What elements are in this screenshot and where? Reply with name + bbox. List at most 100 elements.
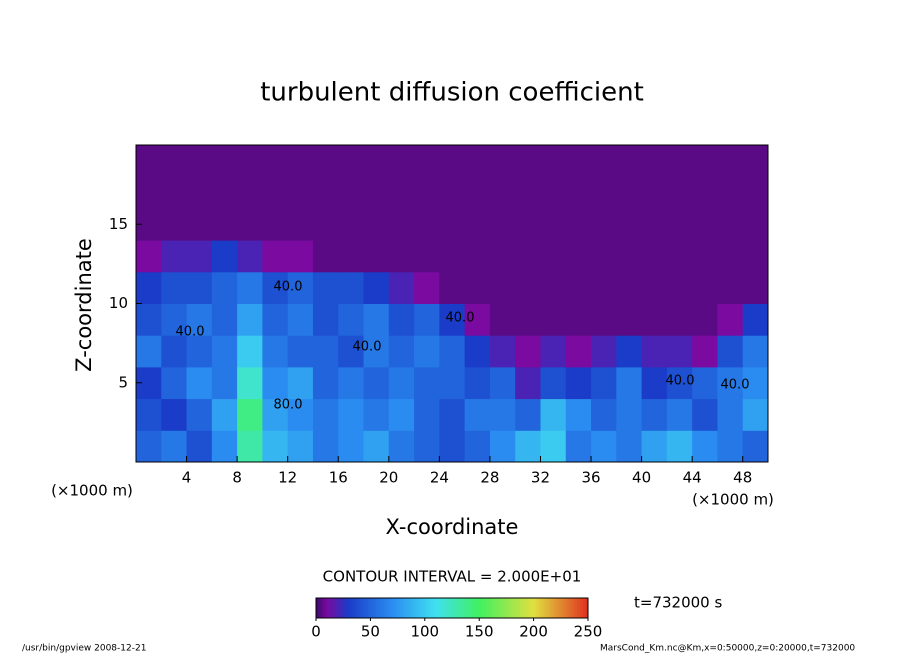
heatmap-cell	[641, 208, 668, 241]
x-tick-label: 12	[278, 469, 297, 487]
heatmap-cell	[666, 303, 693, 336]
heatmap-cell	[363, 208, 390, 241]
colorbar-segment	[326, 598, 331, 618]
heatmap-cell	[338, 208, 365, 241]
heatmap-cell	[565, 366, 592, 400]
heatmap-cell	[363, 430, 390, 463]
colorbar-segment	[522, 598, 526, 618]
heatmap-cell	[439, 398, 466, 431]
heatmap-cell	[489, 240, 516, 273]
colorbar-segment	[462, 598, 467, 618]
colorbar-segment	[552, 598, 556, 618]
heatmap-cell	[136, 271, 162, 304]
heatmap-cell	[464, 145, 491, 178]
colorbar-segment	[430, 598, 434, 618]
heatmap-cell	[591, 176, 617, 209]
heatmap-cell	[287, 430, 314, 463]
heatmap-cell	[591, 240, 617, 273]
heatmap-cell	[414, 271, 440, 304]
x-tick-label: 32	[531, 469, 550, 487]
heatmap-cell	[312, 271, 339, 304]
heatmap-cell	[363, 145, 390, 178]
colorbar-segment	[435, 598, 439, 618]
heatmap-cell	[338, 271, 365, 304]
heatmap-cell	[692, 366, 718, 400]
colorbar-segment	[427, 598, 431, 618]
contour-label: 40.0	[446, 311, 475, 326]
heatmap-cell	[136, 303, 162, 336]
colorbar-segment	[568, 598, 573, 618]
x-tick-label: 24	[430, 469, 449, 487]
heatmap-cell	[565, 271, 592, 304]
heatmap-cell	[237, 208, 263, 241]
chart-title: turbulent diffusion coefficient	[260, 78, 644, 108]
heatmap-cell	[439, 240, 466, 273]
heatmap-cell	[641, 145, 668, 178]
heatmap-cell	[540, 208, 567, 241]
heatmap-cell	[211, 176, 238, 209]
colorbar-segment	[403, 598, 407, 618]
heatmap-cell	[540, 271, 567, 304]
colorbar-tick-label: 200	[519, 623, 548, 641]
heatmap-cell	[161, 240, 188, 273]
colorbar-segment	[356, 598, 361, 618]
heatmap-cell	[464, 271, 491, 304]
colorbar-segment	[509, 598, 513, 618]
colorbar-segment	[506, 598, 510, 618]
heatmap-cell	[616, 176, 643, 209]
heatmap-cell	[363, 240, 390, 273]
colorbar-segment	[574, 598, 578, 618]
heatmap-cell	[237, 176, 263, 209]
heatmap-cell	[287, 335, 314, 368]
heatmap-cell	[161, 335, 188, 368]
x-tick-label: 40	[632, 469, 651, 487]
heatmap-cell	[540, 430, 567, 463]
heatmap-cell	[414, 430, 440, 463]
heatmap-cell	[489, 430, 516, 463]
heatmap-cell	[565, 208, 592, 241]
heatmap-cell	[211, 366, 238, 400]
heatmap-cell	[439, 145, 466, 178]
heatmap-cell	[666, 430, 693, 463]
colorbar-segment	[411, 598, 415, 618]
heatmap-cell	[540, 145, 567, 178]
heatmap-cell	[666, 176, 693, 209]
heatmap-cell	[287, 271, 314, 304]
heatmap-cell	[388, 303, 415, 336]
heatmap-cell	[388, 398, 415, 431]
colorbar-segment	[422, 598, 426, 618]
colorbar-segment	[492, 598, 497, 618]
colorbar-segment	[530, 598, 535, 618]
heatmap-cell	[641, 240, 668, 273]
heatmap-cell	[312, 145, 339, 178]
heatmap-cell	[439, 271, 466, 304]
colorbar-segment	[348, 598, 352, 618]
heatmap-cell	[616, 145, 643, 178]
colorbar-tick-label: 250	[574, 623, 603, 641]
colorbar-segment	[460, 598, 464, 618]
colorbar-segment	[441, 598, 445, 618]
colorbar-segment	[585, 598, 589, 618]
colorbar-segment	[454, 598, 458, 618]
heatmap-cell	[565, 335, 592, 368]
colorbar-segment	[318, 598, 322, 618]
heatmap-cell	[186, 208, 213, 241]
heatmap-cell	[540, 398, 567, 431]
colorbar-segment	[541, 598, 545, 618]
heatmap-cell	[338, 366, 365, 400]
heatmap-cell	[439, 430, 466, 463]
colorbar-segment	[384, 598, 388, 618]
heatmap-cell	[338, 430, 365, 463]
colorbar-segment	[359, 598, 363, 618]
colorbar-segment	[465, 598, 469, 618]
colorbar-segment	[332, 598, 336, 618]
heatmap-cell	[262, 303, 289, 336]
heatmap-cell	[439, 176, 466, 209]
heatmap-cell	[161, 366, 188, 400]
heatmap-cell	[742, 176, 769, 209]
colorbar-segment	[511, 598, 516, 618]
heatmap-cell	[742, 430, 769, 463]
heatmap-cell	[161, 398, 188, 431]
heatmap-cell	[439, 366, 466, 400]
heatmap-cell	[237, 240, 263, 273]
